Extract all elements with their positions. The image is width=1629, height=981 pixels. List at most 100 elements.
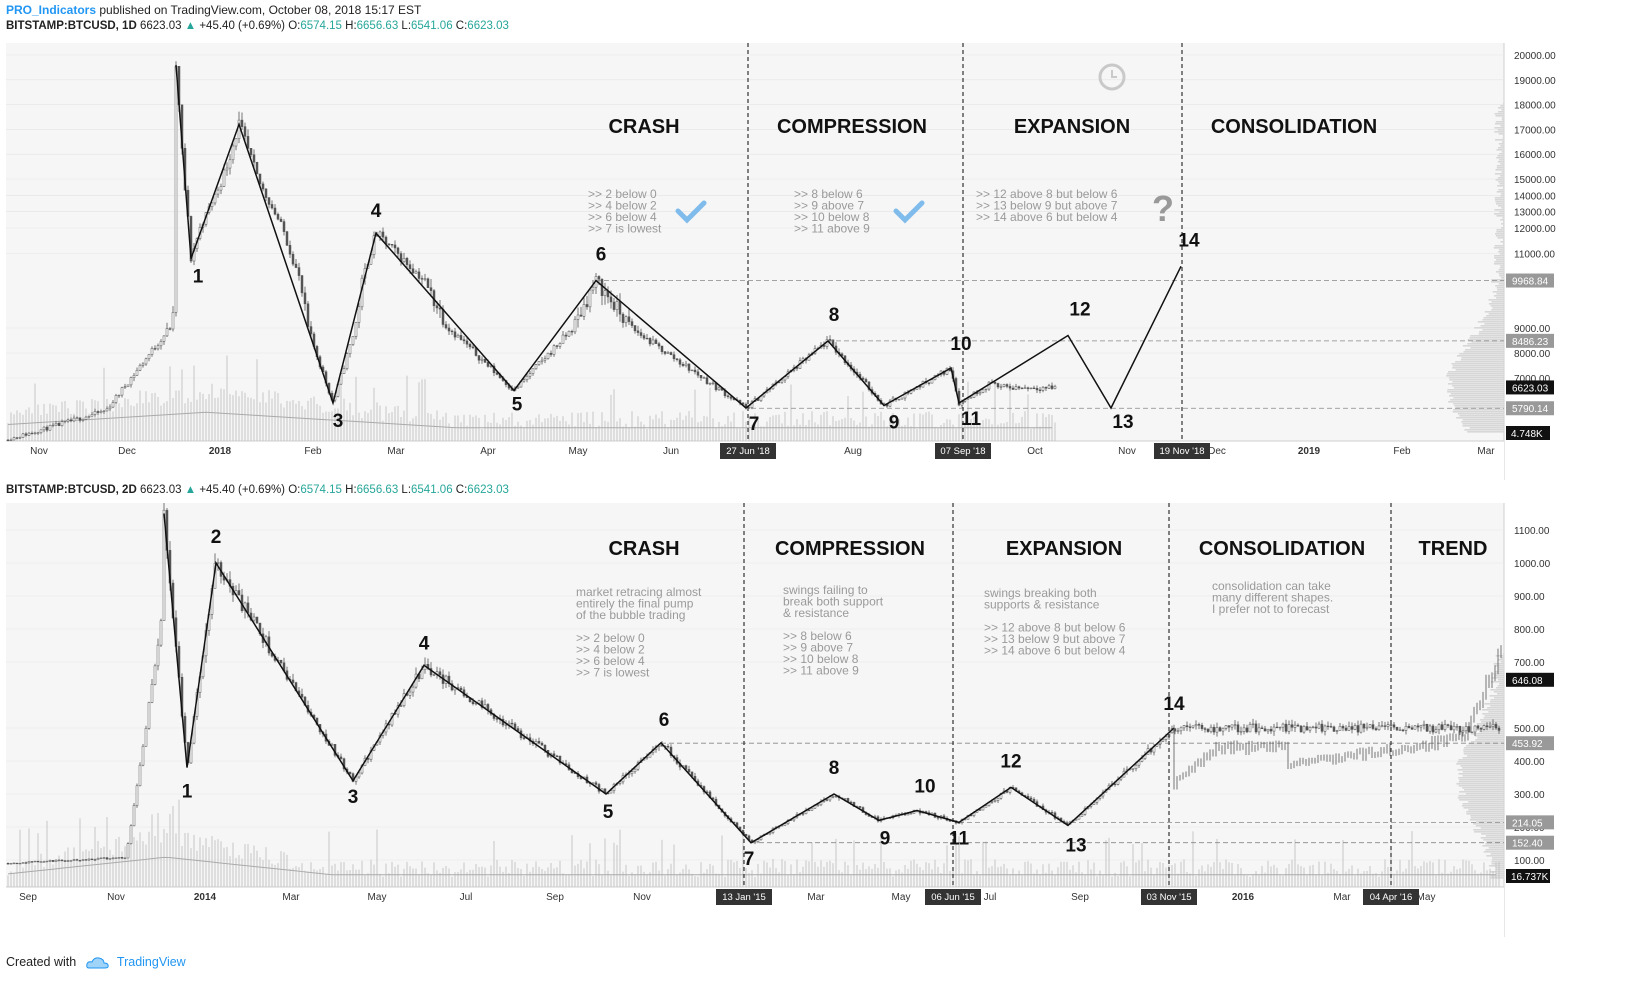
x-tick-label: May (368, 892, 387, 903)
price-candle (1329, 726, 1333, 728)
author-link[interactable]: PRO_Indicators (6, 3, 97, 17)
price-candle (1320, 723, 1324, 732)
price-candle (291, 679, 295, 683)
x-tick-label: Mar (807, 892, 825, 903)
price-candle (1317, 723, 1321, 729)
price-candle (495, 372, 499, 375)
price-candle (843, 798, 847, 800)
volume-label-bg (1506, 869, 1550, 883)
price-candle (351, 336, 355, 345)
volume-profile-bar (1465, 349, 1504, 351)
phase-title: CONSOLIDATION (1211, 116, 1377, 138)
volume-profile-bar (1501, 223, 1504, 225)
price-candle (930, 379, 934, 384)
price-candle (729, 396, 733, 399)
volume-profile-bar (1471, 341, 1504, 343)
volume-profile-bar (1494, 113, 1504, 115)
price-candle (639, 332, 643, 336)
price-candle (6, 863, 10, 865)
price-candle (696, 371, 700, 376)
price-candle (609, 790, 613, 794)
swing-label: 10 (950, 334, 971, 355)
price-candle (456, 335, 460, 338)
x-tick-label: 2018 (209, 446, 232, 457)
x-tick-label: May (892, 892, 911, 903)
volume-profile-bar (1473, 823, 1504, 825)
price-candle (420, 278, 424, 280)
price-candle (681, 364, 685, 366)
top-symbol[interactable]: BITSTAMP:BTCUSD, 1D (6, 20, 137, 32)
phase-note-line: >> 14 above 6 but below 4 (984, 644, 1126, 658)
volume-profile-bar (1493, 247, 1504, 249)
price-candle (471, 701, 475, 705)
o-label: O: (288, 484, 301, 496)
price-candle (621, 313, 625, 323)
top-chart-panel[interactable]: 20000.00 19000.00 18000.00 17000.00 16000.00… (6, 43, 1624, 480)
volume-profile-bar (1455, 407, 1504, 409)
price-candle (258, 173, 262, 185)
tradingview-link[interactable]: TradingView (116, 955, 186, 969)
bottom-chart-svg[interactable]: 1200.001100.001000.00900.00800.00700.005… (6, 503, 1624, 937)
volume-profile-bar (1462, 757, 1504, 759)
phase-title: EXPANSION (1006, 538, 1122, 560)
x-tick-label: May (569, 446, 588, 457)
volume-profile-bar (1498, 133, 1504, 135)
price-candle (1446, 724, 1450, 726)
volume-profile-bar (1496, 157, 1504, 159)
price-candle (1464, 726, 1468, 732)
volume-profile-bar (1460, 359, 1504, 361)
bottom-chart-panel[interactable]: 1200.001100.001000.00900.00800.00700.005… (6, 503, 1624, 937)
volume-profile-bar (1483, 839, 1504, 841)
volume-profile-bar (1474, 327, 1504, 329)
volume-profile-bar (1462, 345, 1504, 347)
price-candle (1374, 728, 1378, 731)
volume-profile-bar (1470, 741, 1504, 743)
price-candle (252, 616, 256, 621)
price-candle (1473, 725, 1477, 733)
price-candle (702, 377, 706, 379)
volume-profile-bar (1469, 427, 1504, 429)
volume-profile-bar (1452, 365, 1504, 367)
price-candle (1428, 725, 1432, 732)
volume-profile-bar (1502, 137, 1504, 139)
price-candle (1287, 724, 1291, 732)
price-candle (1269, 728, 1273, 732)
bottom-symbol[interactable]: BITSTAMP:BTCUSD, 2D (6, 484, 137, 496)
volume-profile-bar (1453, 387, 1504, 389)
price-candle (450, 683, 454, 691)
phase-note-line: >> 9 above 7 (783, 641, 853, 655)
price-candle (690, 369, 694, 372)
price-candle (339, 756, 343, 759)
price-candle (588, 289, 592, 308)
price-candle (66, 419, 70, 422)
price-candle (294, 263, 298, 268)
price-candle (27, 861, 31, 864)
volume-profile-bar (1461, 805, 1504, 807)
volume-profile-bar (1488, 299, 1504, 301)
volume-profile-bar (1456, 417, 1504, 419)
price-candle (1443, 724, 1447, 730)
phase-note-line: >> 6 below 4 (588, 210, 657, 224)
price-candle (657, 343, 661, 347)
volume-profile-bar (1495, 121, 1504, 123)
price-candle (345, 353, 349, 369)
price-candle (708, 383, 712, 385)
volume-profile-bar (1463, 747, 1504, 749)
top-chart-svg[interactable]: 20000.0019000.0018000.0017000.0016000.00… (6, 43, 1624, 480)
price-candle (42, 861, 46, 863)
volume-profile-bar (1503, 103, 1504, 105)
price-candle (279, 660, 283, 664)
x-tick-label: Mar (282, 892, 300, 903)
volume-profile-bar (1487, 707, 1504, 709)
price-candle (666, 352, 670, 354)
price-candle (1248, 724, 1252, 733)
price-candle (129, 377, 133, 386)
price-candle (1080, 814, 1084, 817)
price-candle (570, 331, 574, 333)
x-tick-label: Nov (30, 446, 48, 457)
price-candle (471, 346, 475, 349)
y-tick-label: 1000.00 (1514, 559, 1551, 570)
volume-profile-bar (1494, 123, 1504, 125)
price-candle (438, 671, 442, 676)
price-candle (1011, 387, 1015, 390)
